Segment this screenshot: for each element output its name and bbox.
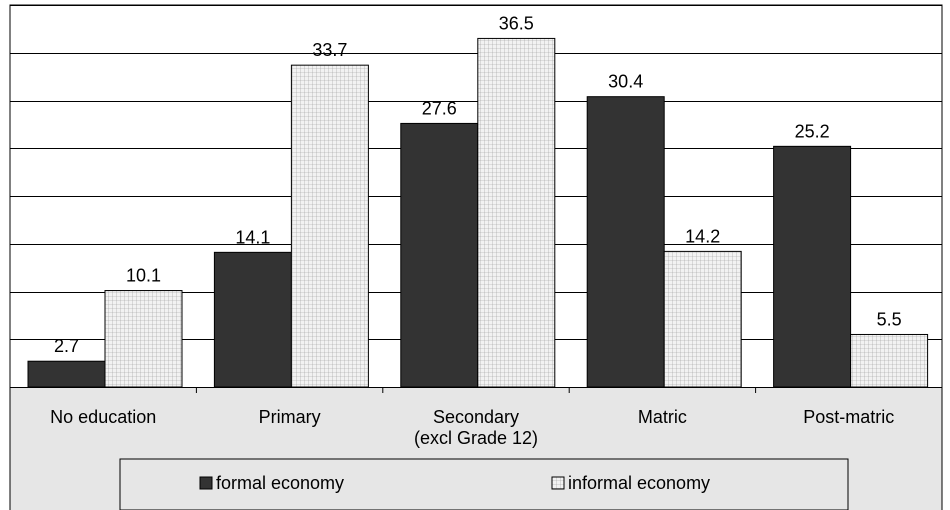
legend-swatch <box>551 476 565 490</box>
data-label: 27.6 <box>422 98 457 118</box>
data-label: 5.5 <box>877 309 902 329</box>
bar-formal-economy-0 <box>27 360 106 388</box>
legend-label: informal economy <box>568 473 710 493</box>
category-label: No education <box>50 407 156 427</box>
data-labels: 2.7 10.1 14.1 33.7 27.6 36.5 30.4 14.2 25.2 5.5 <box>54 13 902 356</box>
category-label: (excl Grade 12) <box>414 428 538 448</box>
data-label: 2.7 <box>54 336 79 356</box>
bar-formal-economy-2 <box>400 122 479 388</box>
bar-informal-economy-4 <box>850 333 929 388</box>
legend-box <box>119 458 849 510</box>
legend: formal economy informal economy <box>119 458 849 510</box>
data-label: 14.2 <box>685 226 720 246</box>
bar-informal-economy-3 <box>663 250 742 388</box>
data-label: 25.2 <box>795 121 830 141</box>
legend-swatch <box>199 476 213 490</box>
bar-informal-economy-0 <box>104 290 183 388</box>
category-label: Secondary <box>433 407 519 427</box>
data-label: 14.1 <box>235 227 270 247</box>
bar-formal-economy-3 <box>586 96 665 388</box>
data-label: 30.4 <box>608 72 643 92</box>
data-label: 33.7 <box>312 40 347 60</box>
bar-informal-economy-2 <box>477 37 556 388</box>
category-label: Primary <box>259 407 321 427</box>
category-labels: No education Primary Secondary(excl Grade … <box>50 407 894 448</box>
category-label: Post-matric <box>803 407 894 427</box>
bars <box>27 37 929 388</box>
data-label: 10.1 <box>126 266 161 286</box>
data-label: 36.5 <box>499 13 534 33</box>
bar-informal-economy-1 <box>290 64 369 388</box>
bar-formal-economy-4 <box>773 145 852 388</box>
legend-label: formal economy <box>216 473 344 493</box>
category-label: Matric <box>638 407 687 427</box>
bar-formal-economy-1 <box>213 251 292 388</box>
